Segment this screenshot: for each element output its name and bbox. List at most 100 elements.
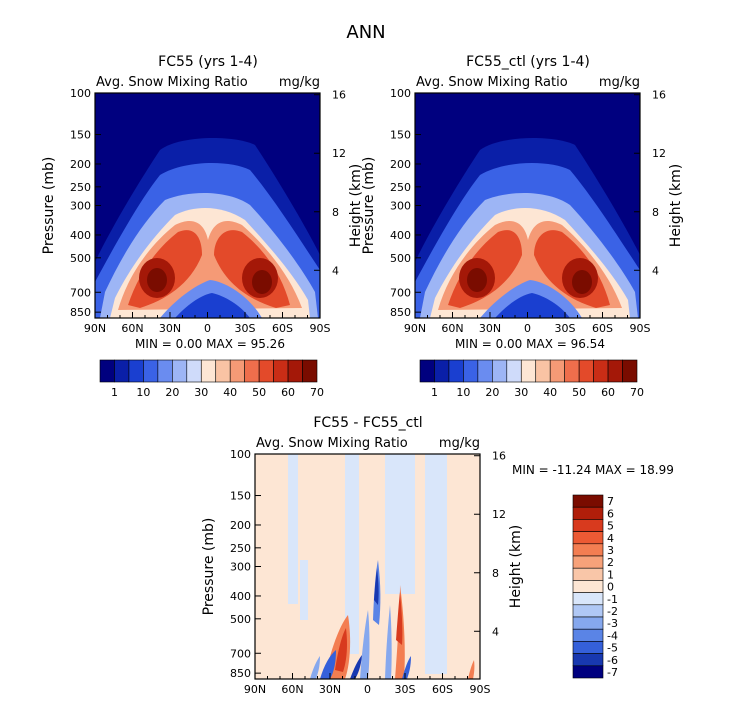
colorbar-label: 60 [601, 386, 615, 399]
panel3-subtitle: Avg. Snow Mixing Ratio [256, 436, 408, 451]
colorbar-swatch [114, 359, 130, 383]
y-tick-label: 150 [230, 490, 251, 503]
y-axis-title: Pressure (mb) [201, 518, 217, 616]
colorbar-label: 20 [485, 386, 499, 399]
panel2-title: FC55_ctl (yrs 1-4) [466, 54, 590, 70]
y-tick-label: 400 [230, 590, 251, 603]
colorbar-swatch [186, 359, 202, 383]
colorbar-label: 3 [607, 544, 614, 557]
colorbar-label: 2 [607, 556, 614, 569]
colorbar-label: 7 [607, 495, 614, 508]
colorbar-swatch [492, 359, 508, 383]
x-tick-label: 90S [470, 683, 491, 696]
y-tick-label: 500 [230, 613, 251, 626]
colorbar-label: 40 [543, 386, 557, 399]
x-tick-label: 30S [235, 322, 256, 335]
panel3-units: mg/kg [439, 436, 480, 451]
panel1-subtitle: Avg. Snow Mixing Ratio [96, 75, 248, 90]
y-right-tick-label: 8 [652, 206, 659, 219]
y-tick-label: 250 [230, 542, 251, 555]
panel2-colorbar: 1 10 20 30 40 50 60 70 [419, 359, 644, 399]
y-right-tick-label: 16 [652, 89, 666, 102]
colorbar-label: 10 [456, 386, 470, 399]
y-tick-label: 100 [230, 448, 251, 461]
colorbar-label: -1 [607, 593, 618, 606]
colorbar-swatch [448, 359, 464, 383]
panel1-heatmap [95, 93, 320, 318]
colorbar-label: 50 [572, 386, 586, 399]
y-tick-label: 300 [70, 200, 91, 213]
y-tick-label: 150 [390, 129, 411, 142]
colorbar-swatch [622, 359, 638, 383]
x-tick-label: 60S [272, 322, 293, 335]
y-tick-label: 250 [390, 181, 411, 194]
y-tick-label: 700 [390, 286, 411, 299]
x-tick-label: 60N [121, 322, 143, 335]
y-axis-title: Pressure (mb) [41, 157, 57, 255]
y-tick-label: 400 [390, 229, 411, 242]
colorbar-label: 40 [223, 386, 237, 399]
y-right-tick-label: 16 [332, 89, 346, 102]
colorbar-swatch [607, 359, 623, 383]
y-tick-label: 700 [70, 286, 91, 299]
x-tick-label: 30N [479, 322, 501, 335]
x-tick-label: 90N [244, 683, 266, 696]
panel-fc55: FC55 (yrs 1-4) Avg. Snow Mixing Ratio mg… [41, 54, 364, 335]
y-tick-label: 200 [390, 158, 411, 171]
colorbar-swatch [564, 359, 580, 383]
colorbar-label: 60 [281, 386, 295, 399]
colorbar-swatch [200, 359, 217, 383]
colorbar-label: 1 [431, 386, 438, 399]
colorbar-swatch [572, 592, 604, 606]
y-right-tick-label: 8 [492, 567, 499, 580]
colorbar-swatch [506, 359, 522, 383]
x-tick-label: 90N [404, 322, 426, 335]
x-tick-label: 0 [524, 322, 531, 335]
x-tick-label: 60S [432, 683, 453, 696]
x-tick-label: 60N [281, 683, 303, 696]
x-tick-label: 60N [441, 322, 463, 335]
y-tick-label: 500 [70, 252, 91, 265]
y-tick-label: 200 [70, 158, 91, 171]
panel1-colorbar: 1 10 20 30 40 50 60 70 [99, 359, 324, 399]
colorbar-swatch [434, 359, 450, 383]
colorbar-label: 30 [514, 386, 528, 399]
y-right-tick-label: 4 [332, 264, 339, 277]
colorbar-label: 0 [607, 581, 614, 594]
y-right-axis-title: Height (km) [508, 525, 524, 608]
y-tick-label: 200 [230, 519, 251, 532]
colorbar-swatch [172, 359, 188, 383]
colorbar-swatch [157, 359, 173, 383]
colorbar-swatch [572, 616, 604, 630]
y-right-tick-label: 4 [492, 625, 499, 638]
y-right-tick-label: 12 [492, 508, 506, 521]
colorbar-label: 6 [607, 507, 614, 520]
colorbar-swatch [99, 359, 115, 383]
colorbar-swatch [572, 641, 604, 654]
panel3-stats: MIN = -11.24 MAX = 18.99 [512, 463, 674, 477]
colorbar-swatch [419, 359, 435, 383]
y-right-tick-label: 12 [652, 147, 666, 160]
y-tick-label: 300 [230, 561, 251, 574]
panel2-units: mg/kg [599, 75, 640, 90]
x-tick-label: 30N [159, 322, 181, 335]
y-tick-label: 300 [390, 200, 411, 213]
y-tick-label: 850 [70, 306, 91, 319]
colorbar-label: -3 [607, 617, 618, 630]
colorbar-swatch [572, 506, 604, 520]
panel2-heatmap [415, 93, 640, 318]
colorbar-label: 10 [136, 386, 150, 399]
colorbar-swatch [244, 359, 260, 383]
y-tick-label: 150 [70, 129, 91, 142]
colorbar-label: -5 [607, 642, 618, 655]
x-tick-label: 90N [84, 322, 106, 335]
panel1-units: mg/kg [279, 75, 320, 90]
panel-fc55-ctl: FC55_ctl (yrs 1-4) Avg. Snow Mixing Rati… [361, 54, 684, 335]
y-tick-label: 500 [390, 252, 411, 265]
colorbar-swatch [549, 359, 565, 383]
panel3-heatmap [255, 454, 480, 679]
y-right-tick-label: 12 [332, 147, 346, 160]
colorbar-label: 70 [310, 386, 324, 399]
colorbar-label: -7 [607, 666, 618, 679]
